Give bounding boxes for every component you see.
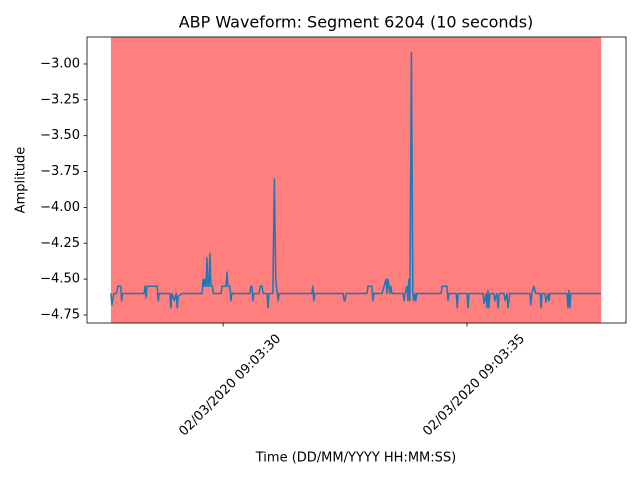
y-tick-label: −3.00 [40,56,80,71]
y-tick-label: −4.50 [40,272,80,287]
x-tick-label: 02/03/2020 09:03:30 [176,331,284,439]
x-axis-label: Time (DD/MM/YYYY HH:MM:SS) [255,451,456,466]
highlight-span [110,37,602,323]
y-tick-label: −3.25 [40,92,80,107]
y-tick-label: −3.50 [40,128,80,143]
y-tick-label: −3.75 [40,164,80,179]
y-tick-label: −4.75 [40,307,80,322]
y-tick-label: −4.25 [40,236,80,251]
y-tick-label: −4.00 [40,200,80,215]
chart-title: ABP Waveform: Segment 6204 (10 seconds) [179,13,534,32]
data-line [110,51,602,309]
plot-frame [86,36,627,324]
x-tick-label: 02/03/2020 09:03:35 [420,331,528,439]
y-axis-label: Amplitude [14,147,29,214]
